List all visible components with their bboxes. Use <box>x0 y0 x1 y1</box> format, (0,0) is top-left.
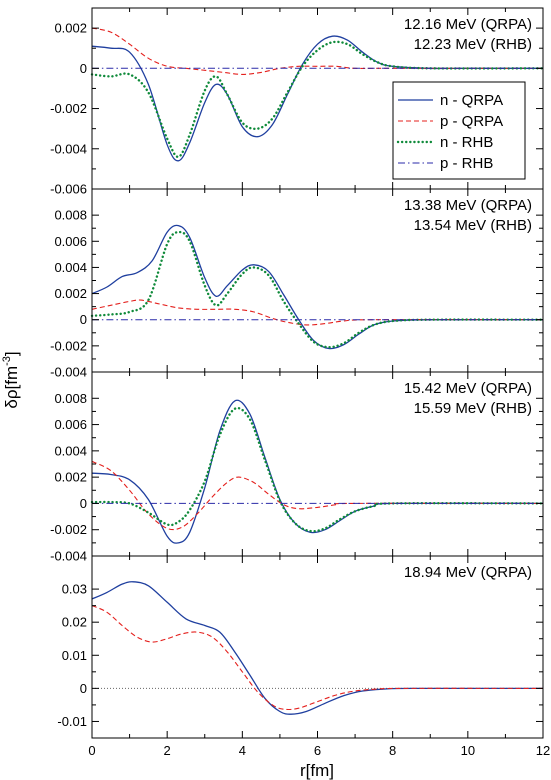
panel-frame <box>91 555 544 739</box>
energy-annotation: 12.23 MeV (RHB) <box>414 36 532 53</box>
x-tick-label: 4 <box>239 743 246 758</box>
series-line-p-qrpa <box>91 605 544 711</box>
x-tick-label: 12 <box>536 743 550 758</box>
y-tick-label: -0.006 <box>50 182 87 197</box>
legend: n - QRPA p - QRPA n - RHB p - RHB <box>392 81 526 180</box>
y-tick-label: 0.002 <box>54 21 87 36</box>
y-axis-label-main: δρ[fm <box>2 366 21 409</box>
energy-annotation: 18.94 MeV (QRPA) <box>404 564 532 581</box>
y-tick-label: 0.01 <box>62 648 87 663</box>
legend-label-p-rhb: p - RHB <box>440 155 493 172</box>
energy-annotation: 15.59 MeV (RHB) <box>414 400 532 417</box>
y-tick-label: 0.008 <box>54 208 87 223</box>
y-tick-label: -0.004 <box>50 365 87 380</box>
energy-annotation: 12.16 MeV (QRPA) <box>404 16 532 33</box>
series-line-n-qrpa <box>91 224 544 350</box>
series-line-p-qrpa <box>91 460 544 531</box>
y-tick-label: -0.004 <box>50 549 87 564</box>
x-tick-label: 6 <box>314 743 321 758</box>
y-tick-label: 0.006 <box>54 417 87 432</box>
y-tick-label: 0 <box>80 312 87 327</box>
y-axis-label-close: ] <box>2 351 21 356</box>
x-tick-label: 8 <box>389 743 396 758</box>
chart-panels: 0.002 0 -0.002 -0.004 -0.006 12.16 MeV (QRPA)… <box>50 7 550 758</box>
y-tick-label: 0 <box>80 681 87 696</box>
panel-3: 0.008 0.006 0.004 0.002 0 -0.002 -0.004 15.42 M… <box>50 371 545 564</box>
x-tick-label: 0 <box>88 743 95 758</box>
series-line-p-qrpa <box>91 299 544 326</box>
series-line-n-qrpa <box>91 399 544 544</box>
energy-annotation: 13.38 MeV (QRPA) <box>404 197 532 214</box>
series-line-n-qrpa <box>91 581 544 715</box>
y-tick-label: 0.002 <box>54 470 87 485</box>
y-tick-label: 0 <box>80 61 87 76</box>
y-axis-label: δρ[fm-3] <box>1 351 21 408</box>
y-tick-label: 0.008 <box>54 391 87 406</box>
panel-1: 0.002 0 -0.002 -0.004 -0.006 12.16 MeV (QRPA)… <box>50 7 545 197</box>
y-axis-label-sup: -3 <box>1 356 13 366</box>
y-tick-label: 0.006 <box>54 234 87 249</box>
x-axis-label: r[fm] <box>300 761 334 780</box>
series-line-p-qrpa <box>91 27 543 75</box>
energy-annotation: 15.42 MeV (QRPA) <box>404 380 532 397</box>
legend-label-n-rhb: n - RHB <box>440 134 493 151</box>
y-tick-label: 0.002 <box>54 286 87 301</box>
panel-4: 0.03 0.02 0.01 0 -0.01 18.94 MeV (QRPA) <box>57 555 544 739</box>
series-line-n-rhb <box>90 40 545 158</box>
y-tick-label: -0.002 <box>50 101 87 116</box>
y-tick-label: 0.004 <box>54 443 87 458</box>
legend-label-p-qrpa: p - QRPA <box>440 113 503 130</box>
y-tick-label: 0 <box>80 496 87 511</box>
y-tick-label: -0.002 <box>50 522 87 537</box>
y-tick-label: 0.03 <box>62 582 87 597</box>
series-line-n-rhb <box>90 406 545 533</box>
x-tick-label: 2 <box>164 743 171 758</box>
x-tick-label: 10 <box>461 743 475 758</box>
y-tick-label: -0.01 <box>57 714 87 729</box>
legend-label-n-qrpa: n - QRPA <box>440 92 503 109</box>
series-line-n-rhb <box>90 230 545 349</box>
y-tick-label: -0.004 <box>50 141 87 156</box>
energy-annotation: 13.54 MeV (RHB) <box>414 217 532 234</box>
y-tick-label: 0.02 <box>62 615 87 630</box>
y-tick-label: 0.004 <box>54 260 87 275</box>
y-tick-label: -0.002 <box>50 338 87 353</box>
panel-2: 0.008 0.006 0.004 0.002 0 -0.002 -0.004 13.38 M… <box>50 188 545 380</box>
series-line-n-qrpa <box>91 35 543 162</box>
